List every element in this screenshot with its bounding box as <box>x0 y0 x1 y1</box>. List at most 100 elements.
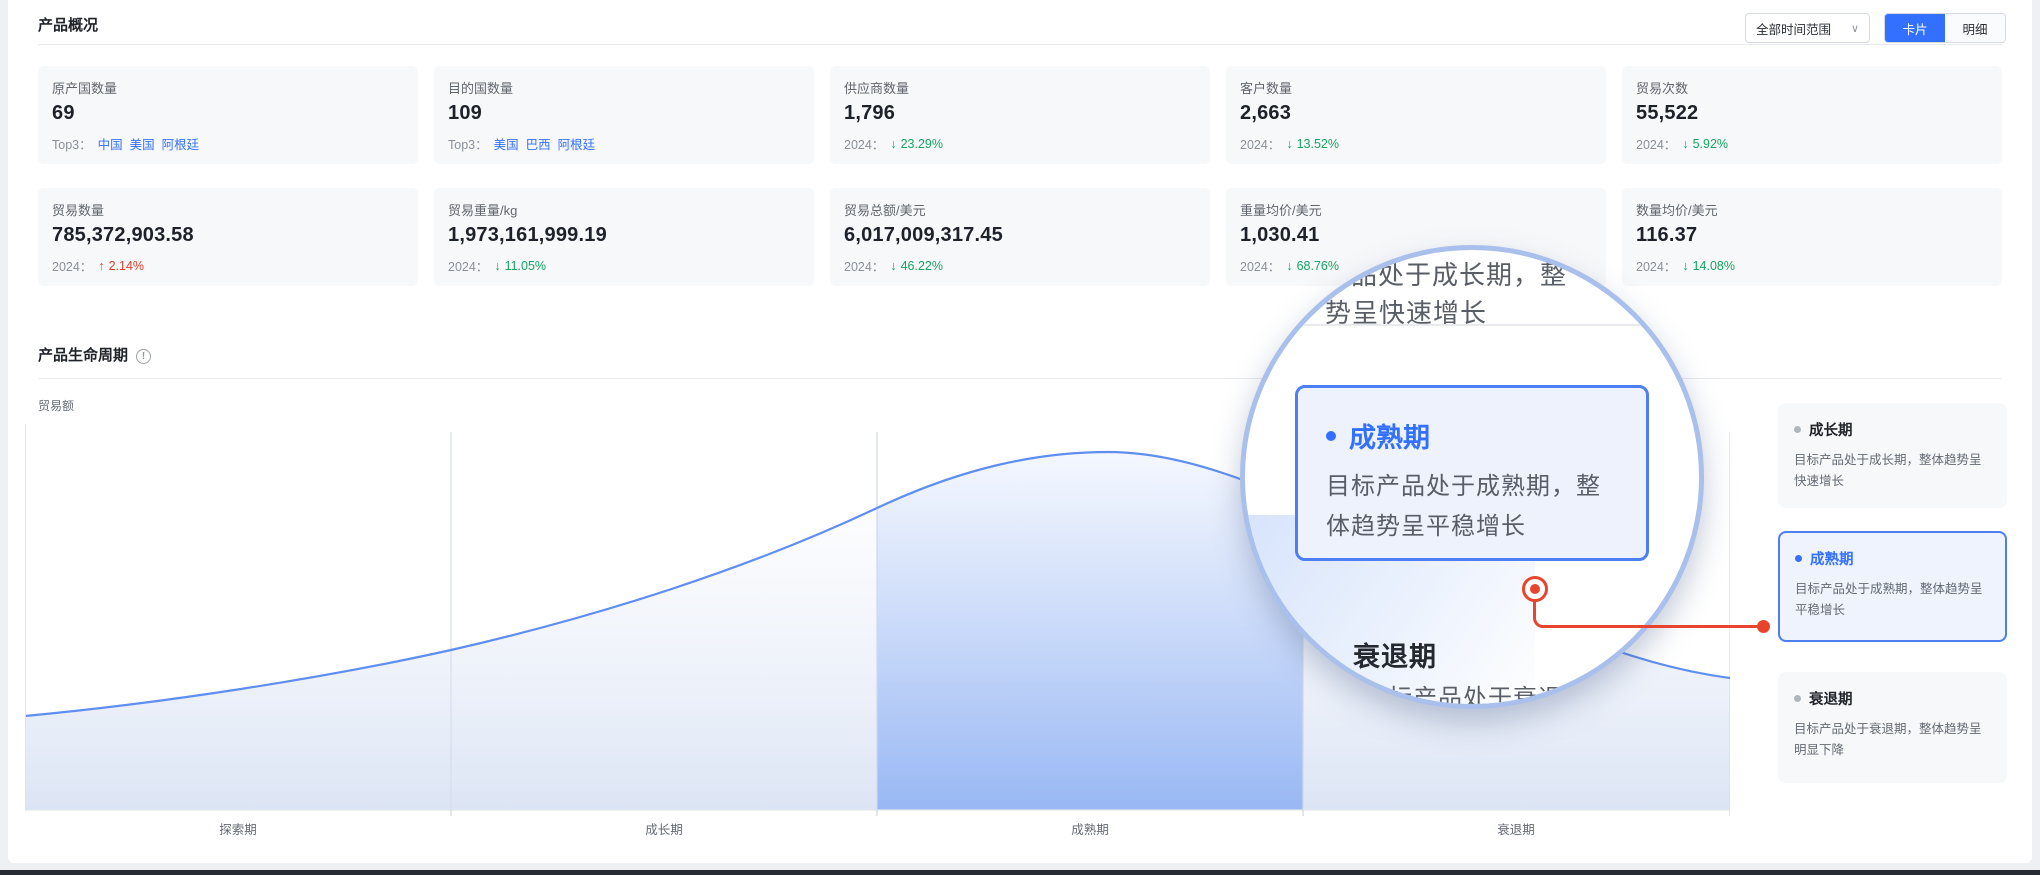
callout-connector-line <box>1533 601 1763 628</box>
stage-card-title-row: 成长期 <box>1794 419 1991 440</box>
stat-meta: 2024： ↑ 2.14% <box>52 256 144 275</box>
stat-value: 785,372,903.58 <box>52 224 194 246</box>
time-range-dropdown[interactable]: 全部时间范围 ∨ <box>1745 13 1870 43</box>
stat-value: 69 <box>52 102 75 124</box>
stage-dot-icon <box>1794 426 1801 433</box>
stat-label: 原产国数量 <box>52 81 118 96</box>
stat-card-suppliers: 供应商数量 1,796 2024： ↓ 23.29% <box>830 66 1210 164</box>
stat-label: 供应商数量 <box>844 81 910 96</box>
trend-down-icon: ↓ <box>494 258 501 273</box>
trend-down-icon: ↓ <box>1286 136 1293 151</box>
trend-percent: 68.76% <box>1296 258 1339 273</box>
view-toggle: 卡片 明细 <box>1884 13 2006 43</box>
stat-label: 重量均价/美元 <box>1240 203 1322 218</box>
stage-card-title: 成熟期 <box>1810 552 1854 568</box>
top3-link[interactable]: 中国 <box>97 138 123 152</box>
stat-card-trade-amount: 贸易总额/美元 6,017,009,317.45 2024： ↓ 46.22% <box>830 188 1210 286</box>
stat-meta-prefix: 2024： <box>1240 138 1281 152</box>
top3-link[interactable]: 巴西 <box>525 138 551 152</box>
trend-down-icon: ↓ <box>1682 136 1689 151</box>
lifecycle-title-text: 产品生命周期 <box>38 347 129 364</box>
stat-meta: Top3： 中国 美国 阿根廷 <box>52 134 206 153</box>
stat-meta-prefix: 2024： <box>844 138 885 152</box>
page-title: 产品概况 <box>38 17 99 34</box>
window-bottom-edge <box>0 870 2040 875</box>
trend-percent: 14.08% <box>1692 258 1735 273</box>
magnifier-lens: 目标产品处于成长期，整 势呈快速增长 成熟期 目标产品处于成熟期，整体趋势呈平稳… <box>1240 245 1704 709</box>
time-range-value: 全部时间范围 <box>1756 22 1832 37</box>
chart-y-axis-label: 贸易额 <box>38 399 75 413</box>
info-icon[interactable]: ! <box>136 349 152 364</box>
x-axis-label-growth: 成长期 <box>645 823 683 837</box>
stat-value: 1,030.41 <box>1240 224 1320 246</box>
stage-dot-icon <box>1794 695 1801 702</box>
magnified-card-title-row: 成熟期 <box>1326 416 1646 455</box>
trend-percent: 46.22% <box>900 258 943 273</box>
stat-meta-prefix: 2024： <box>1240 260 1281 274</box>
magnified-divider <box>1245 324 1699 326</box>
stat-label: 贸易数量 <box>52 203 105 218</box>
stat-meta-prefix: Top3： <box>448 138 488 152</box>
lifecycle-title: 产品生命周期! <box>38 344 152 365</box>
header-controls: 全部时间范围 ∨ 卡片 明细 <box>1745 13 2006 43</box>
magnified-decline-text-partial: 目标产品处于衰退期 <box>1363 685 1588 709</box>
stat-card-avg-qty-price: 数量均价/美元 116.37 2024： ↓ 14.08% <box>1622 188 2002 286</box>
highlight-band <box>877 452 1303 810</box>
stage-card-desc: 目标产品处于成熟期，整体趋势呈平稳增长 <box>1795 582 1983 617</box>
stage-dot-icon <box>1795 555 1802 562</box>
stat-card-dest-countries: 目的国数量 109 Top3： 美国 巴西 阿根廷 <box>434 66 814 164</box>
stat-meta: 2024： ↓ 68.76% <box>1240 256 1339 275</box>
stat-card-trade-weight: 贸易重量/kg 1,973,161,999.19 2024： ↓ 11.05% <box>434 188 814 286</box>
view-detail-button[interactable]: 明细 <box>1945 14 2005 42</box>
trend-percent: 13.52% <box>1296 136 1339 151</box>
stat-label: 目的国数量 <box>448 81 514 96</box>
stat-meta-prefix: 2024： <box>844 260 885 274</box>
trend-percent: 23.29% <box>900 136 943 151</box>
stat-meta-prefix: 2024： <box>52 260 93 274</box>
view-card-button[interactable]: 卡片 <box>1885 14 1945 42</box>
magnified-mature-card: 成熟期 目标产品处于成熟期，整体趋势呈平稳增长 <box>1295 385 1649 561</box>
stat-meta: 2024： ↓ 5.92% <box>1636 134 1728 153</box>
stat-label: 数量均价/美元 <box>1636 203 1718 218</box>
trend-down-icon: ↓ <box>1286 258 1293 273</box>
callout-end-dot-icon <box>1757 620 1770 633</box>
stat-meta: 2024： ↓ 46.22% <box>844 256 943 275</box>
top3-link[interactable]: 阿根廷 <box>557 138 596 152</box>
stat-value: 2,663 <box>1240 102 1292 124</box>
x-axis-label-exploration: 探索期 <box>219 823 257 837</box>
stat-meta: 2024： ↓ 14.08% <box>1636 256 1735 275</box>
stat-card-origin-countries: 原产国数量 69 Top3： 中国 美国 阿根廷 <box>38 66 418 164</box>
top3-link[interactable]: 美国 <box>129 138 155 152</box>
stat-meta: Top3： 美国 巴西 阿根廷 <box>448 134 602 153</box>
stat-value: 1,796 <box>844 102 896 124</box>
top3-link[interactable]: 阿根廷 <box>161 138 200 152</box>
stat-meta-prefix: 2024： <box>448 260 489 274</box>
stage-card-desc: 目标产品处于衰退期，整体趋势呈明显下降 <box>1794 722 1982 757</box>
stat-label: 客户数量 <box>1240 81 1293 96</box>
stat-meta: 2024： ↓ 11.05% <box>448 256 546 275</box>
stage-card-title: 成长期 <box>1809 423 1853 439</box>
stage-card-title-row: 衰退期 <box>1794 688 1991 709</box>
stage-card-mature[interactable]: 成熟期 目标产品处于成熟期，整体趋势呈平稳增长 <box>1778 531 2007 642</box>
callout-anchor-icon <box>1522 576 1548 602</box>
magnified-card-title: 成熟期 <box>1349 423 1430 453</box>
chevron-down-icon: ∨ <box>1850 22 1859 35</box>
stat-meta-prefix: Top3： <box>52 138 92 152</box>
trend-down-icon: ↓ <box>1682 258 1689 273</box>
stage-card-growth[interactable]: 成长期 目标产品处于成长期，整体趋势呈快速增长 <box>1778 403 2007 508</box>
x-axis-label-decline: 衰退期 <box>1497 823 1535 837</box>
stat-label: 贸易总额/美元 <box>844 203 926 218</box>
stat-meta: 2024： ↓ 13.52% <box>1240 134 1339 153</box>
trend-down-icon: ↓ <box>890 136 897 151</box>
stage-card-desc: 目标产品处于成长期，整体趋势呈快速增长 <box>1794 453 1982 488</box>
stage-card-decline[interactable]: 衰退期 目标产品处于衰退期，整体趋势呈明显下降 <box>1778 672 2007 783</box>
stat-value: 55,522 <box>1636 102 1699 124</box>
stat-value: 6,017,009,317.45 <box>844 224 1003 246</box>
top3-link[interactable]: 美国 <box>493 138 519 152</box>
stage-dot-icon <box>1326 430 1336 441</box>
main-panel: 产品概况 全部时间范围 ∨ 卡片 明细 原产国数量 69 Top3： 中国 美国 <box>8 0 2032 863</box>
stat-card-trade-count: 贸易次数 55,522 2024： ↓ 5.92% <box>1622 66 2002 164</box>
stat-meta: 2024： ↓ 23.29% <box>844 134 943 153</box>
stat-label: 贸易次数 <box>1636 81 1689 96</box>
